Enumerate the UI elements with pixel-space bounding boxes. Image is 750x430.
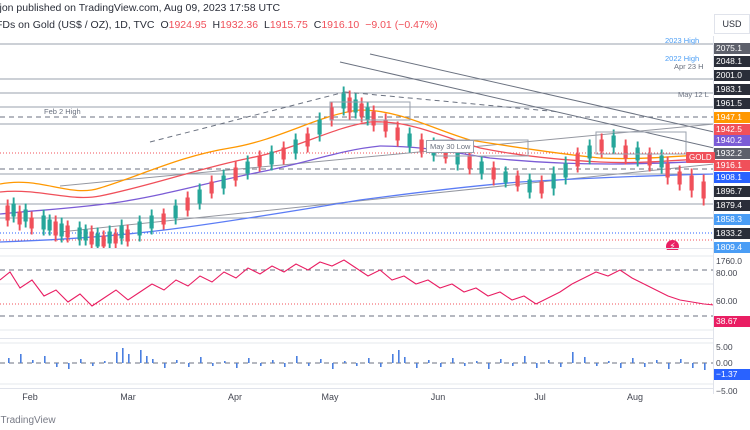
annotation-2022-high: 2022 High [665,54,700,63]
x-axis[interactable]: Feb Mar Apr May Jun Jul Aug [0,388,714,409]
macd-tag-neg5: −5.00 [716,386,738,396]
currency-label: USD [714,14,750,34]
open-key: O [160,19,169,31]
rsi-tag-5: 5.00 [716,342,733,352]
dotted-price-lines [0,152,714,241]
price-tag-1940: 1940.2 [714,135,750,146]
annotation-may-12-l: May 12 L [678,90,709,99]
price-tag-1879: 1879.4 [714,200,750,211]
x-tick-feb: Feb [22,392,38,402]
pane-divider-2 [0,338,714,339]
price-tag-2001: 2001.0 [714,70,750,81]
annotation-apr-23-h: Apr 23 H [674,62,704,71]
high-key: H [212,19,221,31]
symbol-ohlc-line: FDs on Gold (US$ / OZ), 1D, TVC O1924.95… [0,19,438,31]
moving-average-long [0,173,714,243]
price-tag-1942: 1942.5 [714,124,750,135]
price-tag-1833: 1833.2 [714,228,750,239]
tradingview-watermark: ' TradingView [0,415,56,426]
current-price-flag: GOLD [686,152,715,163]
moving-average-mid [0,121,714,199]
annotation-2023-high: 2023 High [665,36,700,45]
price-tag-1896: 1896.7 [714,186,750,197]
price-tag-2075: 2075.1 [714,43,750,54]
annotation-may-30-low: May 30 Low [426,140,475,153]
x-tick-mar: Mar [120,392,136,402]
rsi-tag-80: 80.00 [716,268,738,278]
rsi-tag-60: 60.00 [716,296,738,306]
price-plot [0,43,714,248]
macd-tag-0: 0.00 [716,358,733,368]
price-tag-2048: 2048.1 [714,56,750,67]
annotation-feb-2-high: Feb 2 High [44,107,81,116]
rsi-pane[interactable] [0,250,714,338]
histogram-bars [8,348,706,370]
high-value: 1932.36 [220,19,259,31]
price-tag-1809: 1809.4 [714,242,750,253]
x-tick-may: May [321,392,339,402]
macd-plot [0,342,714,385]
price-tag-1858: 1858.3 [714,214,750,225]
horizontal-levels [0,43,714,219]
candlestick-series [5,86,706,248]
price-tag-1908: 1908.1 [714,172,750,183]
moving-average-fast [0,109,714,192]
dashed-level-lines [0,116,714,170]
symbol-label[interactable]: FDs on Gold (US$ / OZ), 1D, TVC [0,19,155,31]
ohlc-open: O1924.95 [160,19,206,31]
close-key: C [313,19,322,31]
moving-average-slow [0,145,714,215]
x-tick-jul: Jul [534,392,546,402]
rsi-tag-value: 38.67 [714,316,750,327]
current-price-flag-label: GOLD [689,153,712,162]
x-tick-aug: Aug [626,392,644,402]
price-tag-1932: 1932.2 [714,148,750,159]
rsi-plot [0,255,714,331]
price-tag-1947: 1947.1 [714,112,750,123]
ohlc-low: L1915.75 [264,19,308,31]
close-value: 1916.10 [321,19,360,31]
ohlc-close: C1916.10 [314,19,360,31]
open-value: 1924.95 [168,19,207,31]
price-tag-1760: 1760.0 [716,256,742,266]
low-value: 1915.75 [269,19,308,31]
change-value: −9.01 (−0.47%) [365,19,438,31]
rectangle-drawings [329,101,687,157]
chart-header: rjon published on TradingView.com, Aug 0… [0,0,750,36]
price-pane[interactable]: Feb 2 High May 30 Low ⚡ [0,36,714,253]
lightning-bolt-icon[interactable]: ⚡ [666,240,679,253]
trendlines [59,53,714,233]
ohlc-high: H1932.36 [213,19,259,31]
price-tag-1961: 1961.5 [714,98,750,109]
macd-tag-value: −1.37 [714,369,750,380]
low-key: L [263,19,270,31]
x-tick-jun: Jun [430,392,446,402]
publisher-line: rjon published on TradingView.com, Aug 0… [0,2,281,14]
price-axis[interactable]: 2075.1 2048.1 2001.0 1983.1 1961.5 1947.… [713,36,750,396]
price-tag-1983: 1983.1 [714,84,750,95]
x-tick-apr: Apr [227,392,243,402]
price-tag-1916: 1916.1 [714,160,750,171]
macd-pane[interactable] [0,340,714,388]
pane-divider-1 [0,248,714,249]
